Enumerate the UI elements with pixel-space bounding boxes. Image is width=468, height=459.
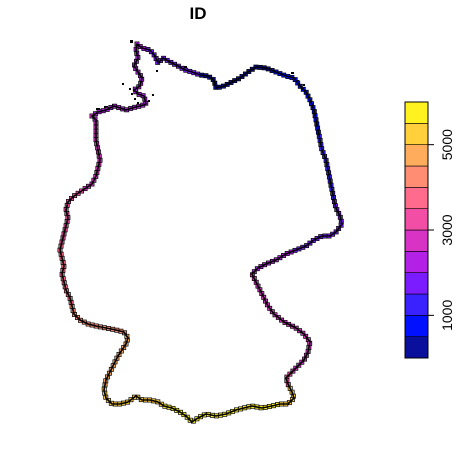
legend-color-box (404, 144, 429, 167)
legend-color-box (404, 336, 429, 359)
legend-color-box (404, 123, 429, 145)
germany-border-outline (59, 43, 343, 423)
legend-color-box (404, 251, 429, 273)
legend-tick-label: 5000 (439, 129, 455, 160)
legend-tick-label: 1000 (439, 300, 455, 331)
legend-color-box (404, 272, 429, 295)
legend-color-boxes (404, 101, 429, 359)
legend-color-box (404, 293, 429, 316)
legend-tick-label: 3000 (439, 214, 455, 245)
legend-color-box (404, 165, 429, 188)
color-legend: 1000 3000 5000 (404, 101, 455, 359)
legend-color-box (404, 208, 429, 231)
legend-color-box (404, 315, 429, 337)
legend-ticks: 1000 3000 5000 (428, 129, 455, 331)
legend-color-box (404, 187, 429, 209)
legend-color-box (404, 101, 429, 124)
map-title: ID (190, 4, 207, 23)
legend-color-box (404, 229, 429, 252)
